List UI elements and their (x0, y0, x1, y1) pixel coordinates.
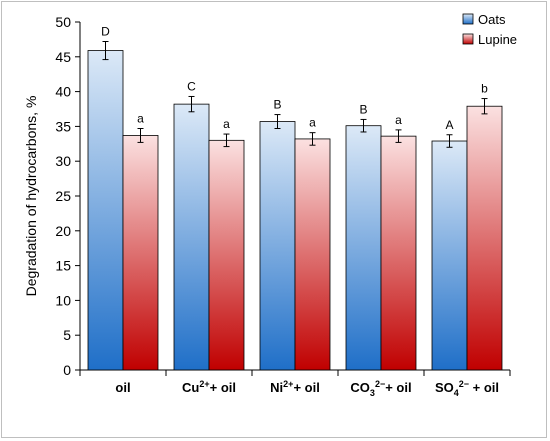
legend: Oats Lupine (462, 12, 517, 47)
significance-label: D (101, 24, 110, 38)
x-category-label-part: CO (350, 380, 370, 395)
y-tick-label: 35 (55, 118, 71, 134)
bars: D C B B Aa a a a b (87, 24, 503, 371)
x-category-label-part: 4 (454, 388, 459, 398)
legend-label-oats: Oats (478, 12, 506, 27)
x-category-label-part: Ni (270, 380, 283, 395)
significance-label: a (309, 116, 316, 130)
significance-label: a (223, 117, 230, 131)
significance-label: a (395, 113, 402, 127)
x-category-label: oil (115, 380, 130, 395)
x-category-label-part: 3 (370, 388, 375, 398)
bar-lupine-4 (466, 105, 503, 371)
significance-label: C (187, 79, 196, 93)
significance-label: b (481, 82, 488, 96)
legend-swatch-oats (462, 13, 474, 25)
x-category-label-part: + oil (293, 380, 319, 395)
x-category-label-part: oil (115, 380, 130, 395)
x-category-label-part: SO (435, 380, 454, 395)
legend-swatch-lupine (462, 33, 474, 45)
y-tick-label: 40 (55, 84, 71, 100)
x-category-label-part: 2− (459, 379, 469, 389)
legend-label-lupine: Lupine (478, 32, 517, 47)
bar-lupine-3 (380, 135, 417, 371)
x-category-label: Ni2++ oil (270, 379, 320, 395)
significance-label: B (359, 102, 367, 116)
y-tick-label: 45 (55, 49, 71, 65)
bar-lupine-2 (294, 138, 331, 371)
y-tick-label: 0 (63, 362, 71, 378)
y-tick-label: 30 (55, 153, 71, 169)
y-tick-label: 5 (63, 327, 71, 343)
significance-label: B (273, 98, 281, 112)
x-category-label: Cu2++ oil (182, 379, 236, 395)
x-category-label: SO42− + oil (435, 379, 499, 398)
bar-oats-3 (345, 125, 382, 371)
y-tick-label: 20 (55, 223, 71, 239)
y-tick-label: 15 (55, 258, 71, 274)
x-category-label-part: Cu (182, 380, 199, 395)
significance-label: A (445, 118, 453, 132)
bar-lupine-0 (122, 135, 159, 371)
x-category-label-part: 2+ (283, 379, 293, 389)
y-axis-label: Degradation of hydrocarbons, % (23, 96, 39, 297)
x-category-label: CO32−+ oil (350, 379, 411, 398)
y-tick-label: 25 (55, 188, 71, 204)
y-tick-label: 10 (55, 292, 71, 308)
x-category-labels: oil Cu2++ oil Ni2++ oil CO32−+ oil SO42− + o… (115, 379, 499, 398)
x-category-label-part: + oil (210, 380, 236, 395)
y-tick-label: 50 (55, 14, 71, 30)
bar-oats-1 (173, 103, 210, 371)
bar-oats-4 (431, 140, 468, 371)
x-category-label-part: 2− (375, 379, 385, 389)
x-category-label-part: + oil (385, 380, 411, 395)
x-category-label-part: 2+ (199, 379, 209, 389)
bar-oats-0 (87, 50, 124, 371)
significance-label: a (137, 111, 144, 125)
bar-oats-2 (259, 121, 296, 371)
x-category-label-part: + oil (469, 380, 499, 395)
bar-lupine-1 (208, 139, 245, 371)
